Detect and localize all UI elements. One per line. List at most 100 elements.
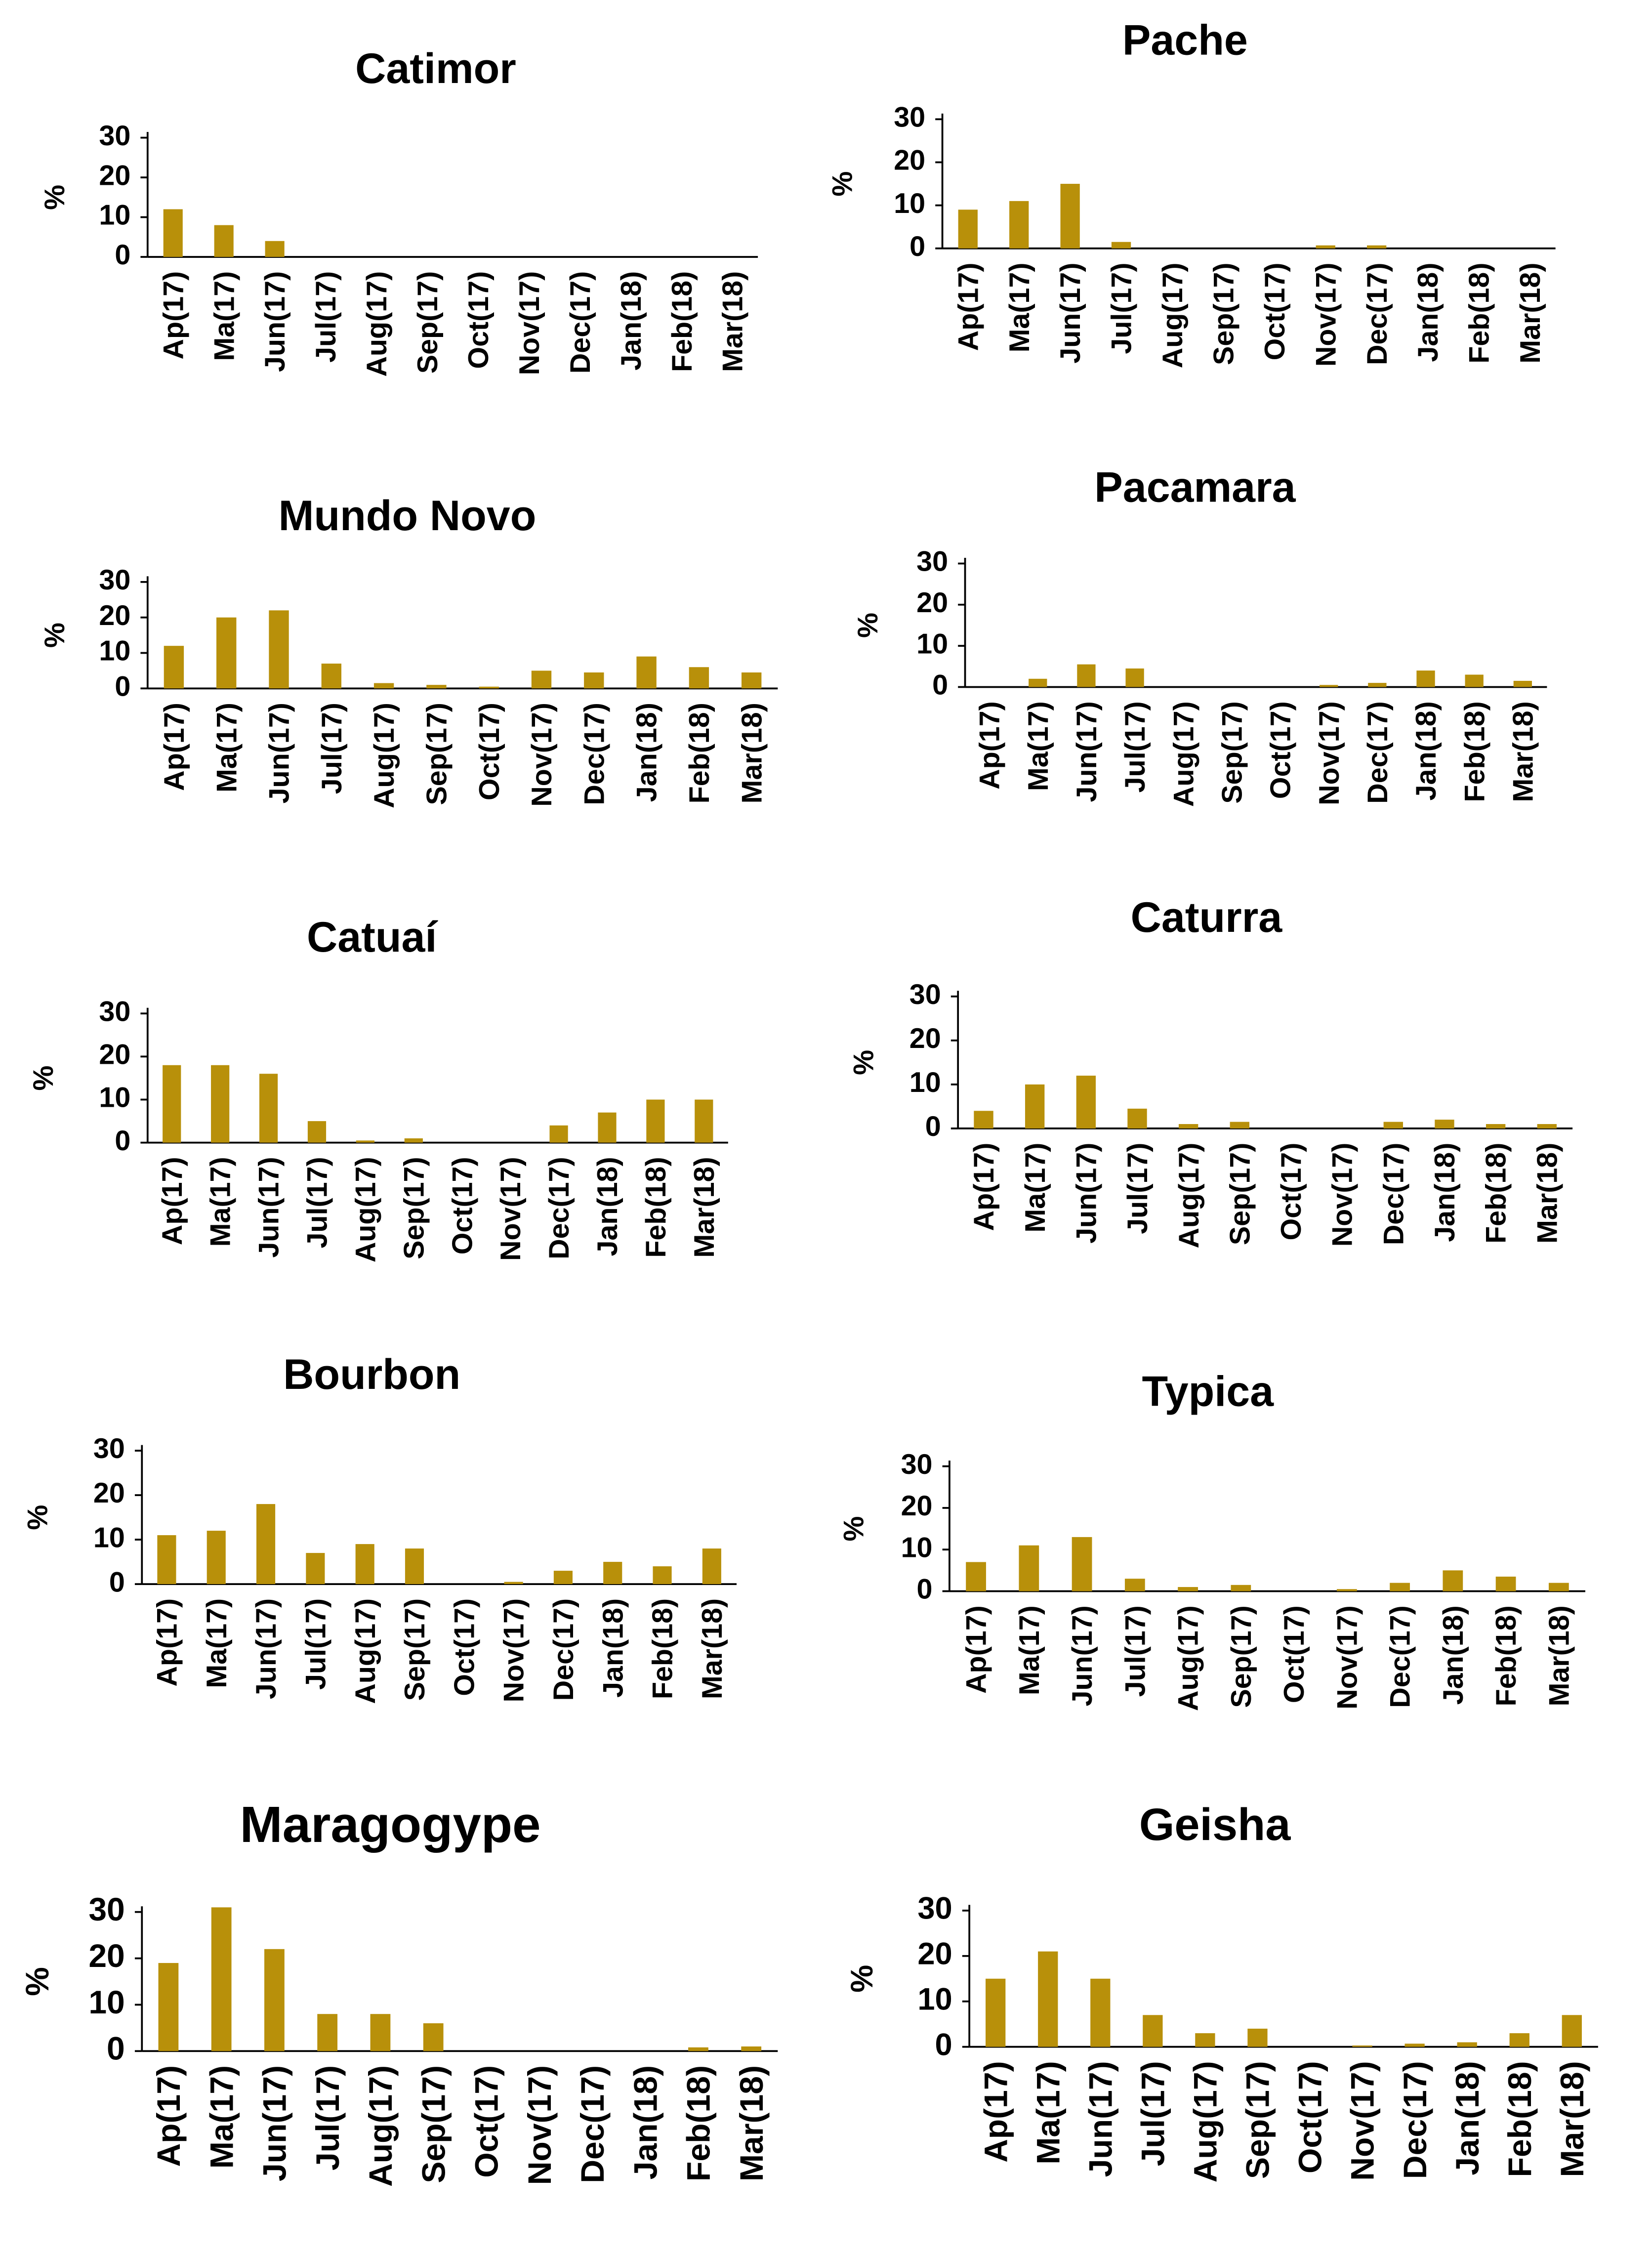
x-tick-label: Mar(18): [1554, 2061, 1591, 2177]
bar-jul-17-: [1125, 668, 1144, 687]
x-tick-label: Aug(17): [1168, 701, 1199, 807]
x-tick-label: Jun(17): [1071, 1143, 1102, 1244]
x-tick-label: Jun(17): [259, 271, 291, 372]
chart-pache: Pache% 0 10 20 30 Ap(17) Ma(17) Jun(17) Jul(17) A…: [827, 17, 1556, 368]
chart-title: Catuaí: [307, 914, 438, 961]
bar-ma-17-: [216, 617, 237, 689]
bar-nov-17-: [504, 1582, 523, 1585]
x-tick-label: Feb(18): [1490, 1605, 1522, 1706]
bar-jul-17-: [1143, 2015, 1163, 2047]
bar-feb-18-: [689, 667, 709, 689]
x-tick-label: Jul(17): [310, 2065, 346, 2171]
chart-bourbon: Bourbon% 0 10 20 30 Ap(17) Ma(17) Jun(17) Jul(17…: [22, 1351, 737, 1704]
x-tick-label: Sep(17): [398, 1157, 430, 1259]
y-tick-label: 0: [909, 231, 925, 262]
x-tick-label: Jul(17): [316, 703, 348, 794]
x-tick-label: Jan(18): [1410, 701, 1442, 800]
x-tick-label: Nov(17): [1327, 1143, 1359, 1247]
y-tick-label: 20: [88, 1938, 124, 1974]
chart-typica: Typica% 0 10 20 30 Ap(17) Ma(17) Jun(17) Jul(17)…: [838, 1368, 1585, 1711]
x-tick-label: Mar(18): [1507, 701, 1539, 802]
bar-feb-18-: [653, 1566, 672, 1585]
x-tick-label: Aug(17): [1173, 1605, 1204, 1711]
x-tick-label: Sep(17): [412, 271, 444, 374]
bar-aug-17-: [370, 2014, 391, 2051]
x-tick-label: Oct(17): [449, 1598, 480, 1696]
x-tick-label: Ma(17): [208, 271, 240, 361]
x-tick-label: Nov(17): [1310, 262, 1342, 367]
bar-jul-17-: [321, 664, 342, 689]
bar-ap-17-: [966, 1562, 986, 1591]
bar-aug-17-: [355, 1544, 374, 1585]
bar-ma-17-: [1025, 1084, 1045, 1128]
x-tick-label: Sep(17): [415, 2065, 452, 2183]
x-tick-label: Mar(18): [1543, 1605, 1575, 1706]
bar-aug-17-: [1195, 2033, 1215, 2047]
x-tick-label: Feb(18): [1459, 701, 1490, 802]
x-tick-label: Feb(18): [1464, 262, 1495, 363]
x-tick-label: Jul(17): [302, 1157, 333, 1248]
bar-nov-17-: [1320, 685, 1338, 687]
x-tick-label: Dec(17): [578, 703, 610, 805]
x-tick-label: Aug(17): [369, 703, 400, 808]
y-tick-label: 10: [917, 1982, 952, 2016]
x-tick-label: Nov(17): [526, 703, 558, 807]
x-tick-label: Jul(17): [1122, 1143, 1154, 1234]
x-tick-label: Feb(18): [684, 703, 715, 803]
x-tick-label: Ap(17): [978, 2061, 1014, 2163]
x-tick-label: Ma(17): [211, 703, 243, 793]
y-tick-label: 10: [88, 1984, 124, 2021]
x-tick-label: Sep(17): [399, 1598, 431, 1701]
y-tick-label: 30: [917, 1891, 952, 1926]
x-tick-label: Oct(17): [1265, 701, 1297, 799]
bar-ap-17-: [164, 646, 184, 689]
x-tick-label: Nov(17): [522, 2065, 558, 2185]
bar-ma-17-: [211, 1065, 230, 1143]
x-tick-label: Sep(17): [1226, 1605, 1257, 1708]
bar-ma-17-: [206, 1531, 226, 1585]
x-tick-label: Nov(17): [495, 1157, 527, 1261]
bar-jan-18-: [1443, 1570, 1463, 1591]
x-tick-label: Dec(17): [1378, 1143, 1409, 1246]
chart-caturra: Caturra% 0 10 20 30 Ap(17) Ma(17) Jun(17) Jul(17…: [848, 894, 1573, 1248]
bar-mar-18-: [1562, 2015, 1582, 2047]
x-tick-label: Ap(17): [159, 703, 190, 791]
y-tick-label: 0: [115, 671, 130, 703]
bar-nov-17-: [1336, 1589, 1357, 1591]
x-tick-label: Oct(17): [1292, 2061, 1329, 2173]
y-tick-label: 0: [115, 1125, 130, 1157]
x-tick-label: Ma(17): [1030, 2061, 1067, 2164]
x-tick-label: Jul(17): [300, 1598, 331, 1690]
x-tick-label: Jul(17): [1119, 1605, 1151, 1697]
y-tick-label: 30: [99, 120, 130, 152]
y-tick-label: 20: [99, 600, 130, 631]
bar-feb-18-: [1495, 1576, 1516, 1591]
y-tick-label: 10: [99, 635, 130, 667]
bar-sep-17-: [423, 2023, 444, 2051]
x-tick-label: Nov(17): [498, 1598, 530, 1703]
y-axis-label: %: [39, 623, 71, 648]
y-tick-label: 30: [901, 1449, 933, 1480]
bar-aug-17-: [356, 1140, 375, 1143]
bar-nov-17-: [531, 670, 552, 689]
y-tick-label: 10: [93, 1522, 125, 1553]
chart-title: Caturra: [1131, 894, 1283, 941]
y-tick-label: 20: [917, 1936, 952, 1971]
x-tick-label: Ap(17): [157, 1157, 188, 1245]
x-tick-label: Ma(17): [205, 1157, 237, 1247]
bar-jul-17-: [1111, 242, 1131, 249]
x-tick-label: Dec(17): [1362, 262, 1393, 365]
x-tick-label: Oct(17): [447, 1157, 478, 1254]
x-tick-label: Feb(18): [681, 2065, 717, 2181]
bar-nov-17-: [1316, 245, 1335, 249]
x-tick-label: Sep(17): [1208, 262, 1240, 365]
bar-jun-17-: [1077, 664, 1096, 687]
x-tick-label: Jan(18): [1429, 1143, 1461, 1242]
bar-sep-17-: [1230, 1122, 1250, 1128]
bar-jun-17-: [264, 1949, 285, 2051]
chart-geisha: Geisha% 0 10 20 30 Ap(17) Ma(17) Jun(17) Jul(17)…: [845, 1799, 1598, 2182]
y-axis-label: %: [848, 1050, 880, 1075]
x-tick-label: Sep(17): [1217, 701, 1248, 803]
x-tick-label: Feb(18): [1481, 1143, 1512, 1244]
